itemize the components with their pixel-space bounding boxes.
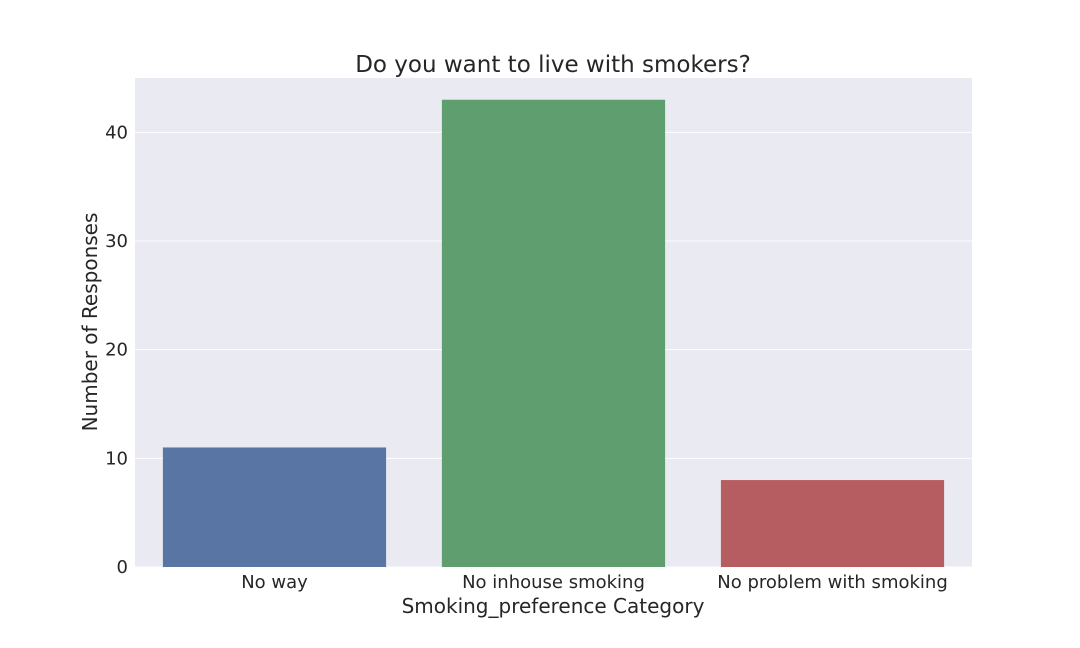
x-axis-label: Smoking_preference Category [402,594,705,618]
x-tick-label: No problem with smoking [717,572,948,593]
x-axis-ticks: No way No inhouse smoking No problem with … [241,572,948,593]
y-axis-label: Number of Responses [78,213,102,432]
bar-3 [720,480,945,567]
y-tick-label: 10 [105,448,128,469]
x-tick-label: No inhouse smoking [462,572,645,593]
y-tick-label: 30 [105,231,128,252]
y-tick-label: 40 [105,122,128,143]
bar-2 [441,99,666,567]
chart-title: Do you want to live with smokers? [355,52,751,78]
bars [162,99,945,567]
x-tick-label: No way [241,572,308,593]
bar-1 [162,447,387,567]
y-tick-label: 0 [117,557,128,578]
y-tick-label: 20 [105,340,128,361]
y-axis-ticks: 0 10 20 30 40 [105,122,128,578]
